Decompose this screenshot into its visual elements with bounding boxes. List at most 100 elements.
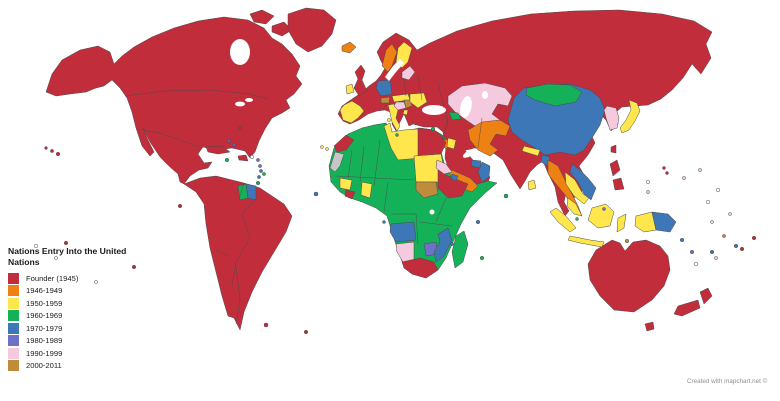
region-ireland[interactable] bbox=[345, 83, 355, 95]
region-iberia[interactable] bbox=[339, 100, 365, 124]
region-japan[interactable] bbox=[619, 99, 641, 134]
region-baltics[interactable] bbox=[401, 65, 416, 81]
region-vanuatu[interactable] bbox=[689, 249, 695, 255]
region-ghana[interactable] bbox=[360, 181, 373, 199]
region-pacific-island[interactable] bbox=[739, 246, 745, 252]
region-hawaii[interactable] bbox=[44, 146, 61, 157]
region-guam[interactable] bbox=[662, 166, 669, 175]
region-kiribati[interactable] bbox=[728, 212, 732, 216]
region-bahamas[interactable] bbox=[227, 139, 236, 147]
region-samoa[interactable] bbox=[733, 243, 739, 249]
region-falkland-islands[interactable] bbox=[263, 322, 269, 328]
region-barbados[interactable] bbox=[262, 172, 266, 176]
region-oman[interactable] bbox=[477, 161, 491, 183]
region-palau[interactable] bbox=[646, 190, 650, 194]
region-new-caledonia[interactable] bbox=[693, 261, 699, 267]
region-trinidad[interactable] bbox=[255, 180, 261, 186]
region-uk[interactable] bbox=[353, 64, 368, 97]
region-micronesia[interactable] bbox=[682, 176, 686, 180]
region-iceland[interactable] bbox=[341, 41, 357, 54]
region-sumatra[interactable] bbox=[549, 207, 577, 233]
region-djibouti[interactable] bbox=[450, 173, 459, 182]
region-galapagos[interactable] bbox=[177, 203, 183, 209]
region-australia[interactable] bbox=[587, 239, 671, 313]
region-singapore[interactable] bbox=[575, 217, 579, 221]
region-comoros[interactable] bbox=[450, 242, 454, 246]
region-sri-lanka[interactable] bbox=[527, 179, 537, 191]
region-morocco[interactable] bbox=[333, 134, 355, 153]
region-arctic-islands[interactable] bbox=[249, 9, 275, 25]
region-west-balkans[interactable] bbox=[393, 101, 407, 111]
region-tasmania[interactable] bbox=[644, 321, 655, 332]
region-papua-new-guinea[interactable] bbox=[651, 211, 677, 233]
region-philippines[interactable] bbox=[609, 159, 625, 191]
region-north-america[interactable] bbox=[45, 16, 303, 185]
region-nepal[interactable] bbox=[521, 145, 541, 157]
region-eritrea[interactable] bbox=[435, 159, 453, 175]
region-switzerland[interactable] bbox=[380, 96, 391, 104]
region-borneo[interactable] bbox=[587, 203, 615, 229]
region-seychelles[interactable] bbox=[475, 219, 481, 225]
region-new-zealand[interactable] bbox=[673, 287, 713, 317]
region-pacific-territories[interactable] bbox=[645, 179, 721, 205]
region-taiwan[interactable] bbox=[610, 144, 617, 154]
region-suriname[interactable] bbox=[245, 183, 257, 201]
region-hispaniola[interactable] bbox=[237, 154, 249, 162]
region-western-sahara[interactable] bbox=[329, 151, 345, 173]
region-pitcairn[interactable] bbox=[94, 280, 98, 284]
region-malay-peninsula[interactable] bbox=[566, 197, 583, 217]
region-guinea[interactable] bbox=[339, 177, 353, 191]
region-sulawesi[interactable] bbox=[616, 213, 627, 233]
region-maldives[interactable] bbox=[503, 193, 509, 199]
region-jordan[interactable] bbox=[446, 137, 457, 150]
region-timor-leste[interactable] bbox=[624, 238, 630, 244]
region-uae[interactable] bbox=[470, 159, 482, 169]
region-pacific-island[interactable] bbox=[63, 240, 69, 246]
region-afghanistan-pakistan[interactable] bbox=[467, 119, 511, 157]
region-cyprus[interactable] bbox=[430, 126, 436, 132]
region-namibia[interactable] bbox=[395, 241, 415, 263]
region-dominica[interactable] bbox=[258, 164, 262, 168]
region-cape-verde[interactable] bbox=[313, 191, 319, 197]
region-antigua[interactable] bbox=[256, 158, 260, 162]
region-laos-cambodia[interactable] bbox=[564, 171, 590, 205]
region-sweden[interactable] bbox=[381, 43, 398, 73]
region-tonga[interactable] bbox=[714, 256, 718, 260]
region-tuvalu[interactable] bbox=[722, 234, 726, 238]
region-mongolia[interactable] bbox=[525, 83, 583, 107]
region-egypt[interactable] bbox=[417, 127, 447, 157]
region-south-africa[interactable] bbox=[401, 257, 439, 279]
region-caucasus[interactable] bbox=[448, 111, 462, 121]
region-nauru[interactable] bbox=[710, 220, 714, 224]
region-mauritius[interactable] bbox=[479, 255, 485, 261]
region-solomon-islands[interactable] bbox=[679, 237, 685, 243]
region-fiji[interactable] bbox=[709, 249, 715, 255]
region-pacific-island[interactable] bbox=[131, 264, 137, 270]
region-bermuda[interactable] bbox=[237, 125, 243, 131]
region-sardinia[interactable] bbox=[387, 118, 391, 122]
region-marshall-islands[interactable] bbox=[698, 168, 702, 172]
region-puerto-rico[interactable] bbox=[249, 154, 255, 160]
region-java[interactable] bbox=[567, 235, 605, 248]
region-canary-islands[interactable] bbox=[320, 145, 329, 151]
region-albania[interactable] bbox=[402, 109, 409, 116]
region-french-polynesia[interactable] bbox=[33, 243, 58, 260]
region-sao-tome[interactable] bbox=[382, 220, 386, 224]
region-greenland[interactable] bbox=[287, 7, 337, 53]
region-angola[interactable] bbox=[389, 221, 417, 243]
region-south-america[interactable] bbox=[183, 175, 293, 331]
region-liberia[interactable] bbox=[344, 189, 356, 200]
region-mozambique[interactable] bbox=[433, 227, 453, 263]
region-madagascar[interactable] bbox=[451, 230, 469, 269]
region-germany[interactable] bbox=[375, 79, 393, 97]
region-saint-lucia[interactable] bbox=[259, 169, 263, 173]
region-west-new-guinea[interactable] bbox=[634, 211, 657, 233]
region-pacific-island[interactable] bbox=[751, 235, 757, 241]
region-cuba[interactable] bbox=[205, 145, 231, 155]
region-grenada[interactable] bbox=[257, 175, 261, 179]
region-south-georgia[interactable] bbox=[303, 329, 309, 335]
region-vietnam[interactable] bbox=[569, 163, 597, 201]
region-malta[interactable] bbox=[395, 133, 399, 137]
region-korea[interactable] bbox=[603, 105, 620, 131]
region-jamaica[interactable] bbox=[224, 157, 230, 163]
